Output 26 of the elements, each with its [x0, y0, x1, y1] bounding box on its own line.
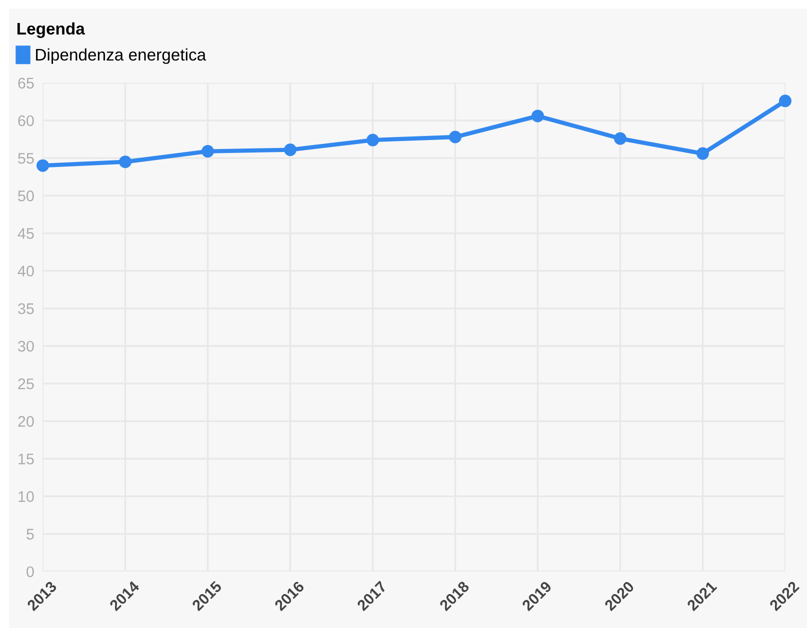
point	[448, 130, 462, 144]
point	[614, 132, 626, 145]
y-tick-label: 60	[18, 115, 34, 126]
y-tick-label: 0	[26, 566, 34, 578]
legend-title: Legenda	[17, 22, 85, 38]
y-tick-label: 55	[18, 153, 34, 164]
y-tick-label: 25	[18, 378, 34, 390]
legend-label: Dipendenza energetica	[36, 48, 206, 64]
y-tick-label: 50	[18, 190, 34, 202]
point	[202, 145, 214, 158]
y-tick-label: 10	[18, 491, 34, 502]
point	[119, 156, 132, 168]
point	[36, 159, 50, 172]
y-tick-label: 45	[18, 228, 34, 239]
y-tick-label: 65	[18, 78, 34, 89]
point	[696, 147, 709, 160]
y-tick-label: 15	[18, 454, 34, 464]
point	[284, 144, 296, 156]
point	[778, 94, 792, 108]
y-tick-label: 5	[26, 528, 34, 540]
y-tick-label: 30	[18, 340, 34, 352]
y-tick-label: 35	[18, 303, 34, 314]
point	[366, 134, 379, 146]
y-tick-label: 40	[18, 266, 34, 276]
y-tick-label: 20	[18, 416, 34, 427]
point	[531, 110, 544, 122]
